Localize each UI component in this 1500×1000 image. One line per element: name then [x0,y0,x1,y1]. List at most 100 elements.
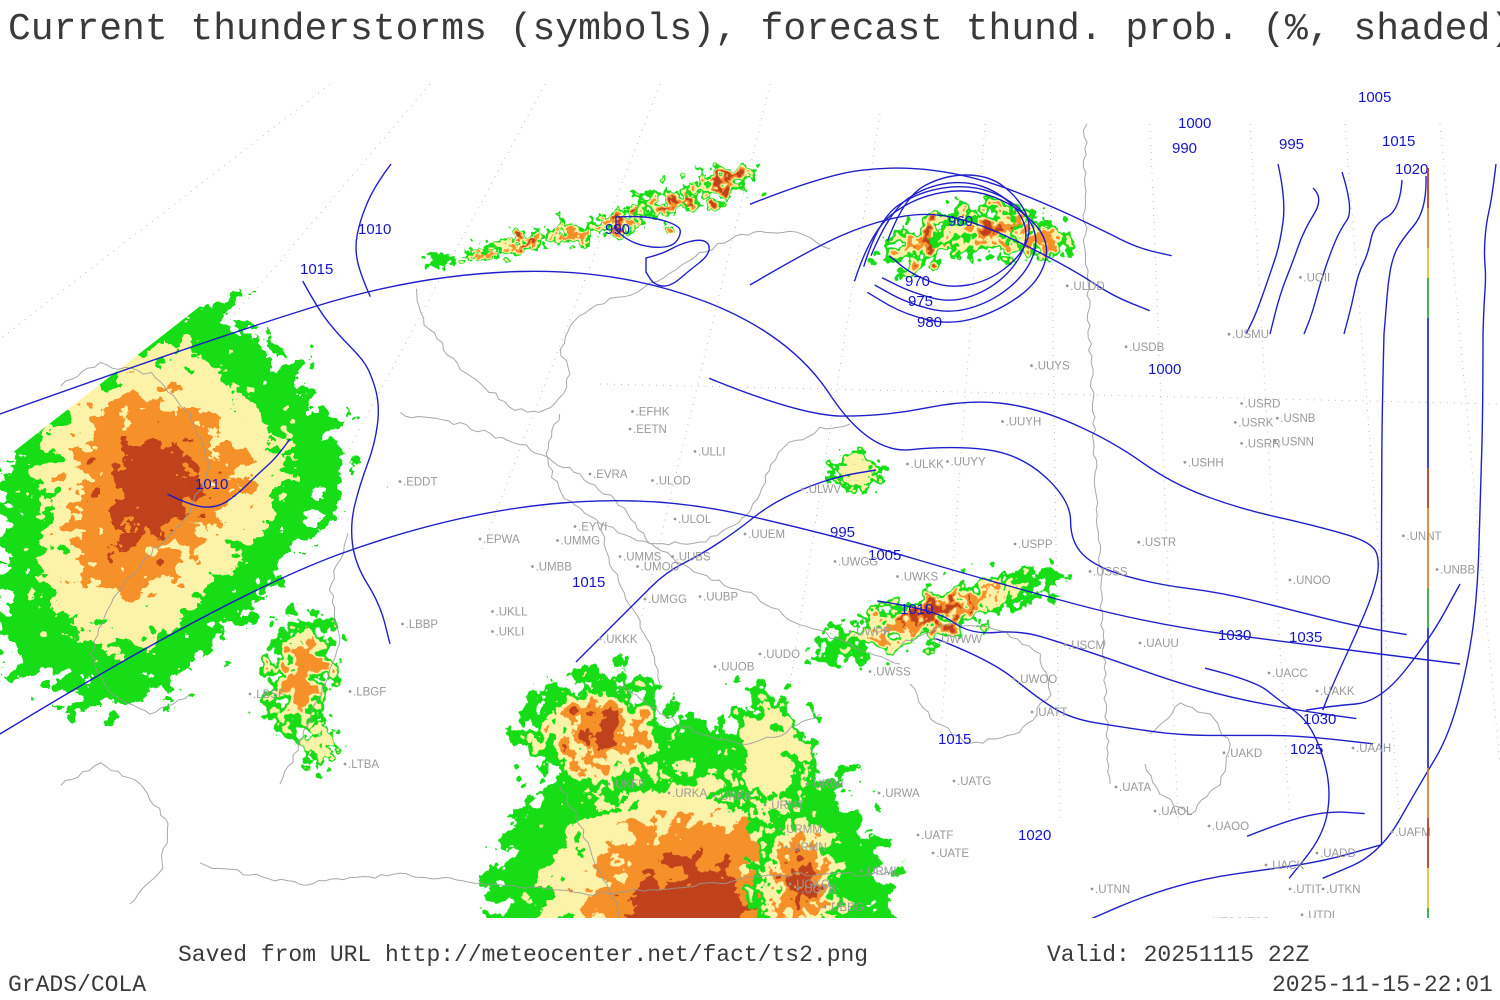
svg-text:.EETN: .EETN [633,424,667,436]
svg-text:.LBBP: .LBBP [406,619,439,631]
svg-text:.UATF: .UATF [921,830,953,842]
svg-text:.EVRA: .EVRA [593,469,628,481]
svg-text:975: 975 [908,293,933,310]
svg-text:.UNBB: .UNBB [1440,565,1475,577]
svg-text:1035: 1035 [1289,629,1322,646]
svg-text:.URMT: .URMT [768,800,804,812]
svg-text:1020: 1020 [1018,827,1051,844]
svg-text:.USDB: .USDB [1129,342,1164,354]
svg-text:.UWOO: .UWOO [1017,674,1057,686]
svg-text:.UTIT: .UTIT [1293,884,1322,896]
svg-text:.USCM: .USCM [1068,640,1105,652]
svg-text:.UTNN: .UTNN [1095,884,1130,896]
svg-text:.ULOD: .ULOD [656,476,691,488]
svg-text:.UAOL: .UAOL [1158,806,1193,818]
svg-text:.EPWA: .EPWA [483,534,520,546]
svg-text:.UWWW: .UWWW [938,634,982,646]
svg-text:1030: 1030 [1303,711,1336,728]
svg-text:.UAOO: .UAOO [1212,821,1249,833]
svg-text:.USSS: .USSS [1093,567,1128,579]
svg-text:.UMOO: .UMOO [641,562,680,574]
svg-text:.UGKO: .UGKO [793,879,830,891]
svg-text:.UOII: .UOII [1303,272,1330,284]
svg-text:.UTSS: .UTSS [1236,917,1270,918]
svg-text:.UATG: .UATG [957,776,991,788]
svg-text:.ULWV: .ULWV [806,484,842,496]
svg-text:995: 995 [830,524,855,541]
svg-text:.UUYS: .UUYS [1035,361,1070,373]
svg-text:.USRK: .USRK [1238,417,1273,429]
svg-text:.UWGG: .UWGG [838,557,878,569]
svg-text:1020: 1020 [1395,161,1428,178]
svg-text:.ULKK: .ULKK [911,459,945,471]
svg-text:.LBSF: .LBSF [253,689,285,701]
svg-text:.UUYY: .UUYY [951,457,986,469]
svg-text:.UKLL: .UKLL [496,607,529,619]
svg-text:.USNB: .USNB [1280,413,1315,425]
svg-text:.URMN: .URMN [789,842,827,854]
svg-text:.ULLI: .ULLI [698,447,726,459]
svg-text:1015: 1015 [572,574,605,591]
svg-text:.UAKD: .UAKD [1227,748,1262,760]
svg-text:.UKLI: .UKLI [496,627,525,639]
svg-text:.UUBP: .UUBP [703,592,738,604]
svg-text:.USMU: .USMU [1232,329,1269,341]
svg-text:.UWPR: .UWPR [853,627,891,639]
svg-text:.ULOL: .ULOL [678,514,712,526]
svg-text:995: 995 [1279,136,1304,153]
svg-text:990: 990 [1172,140,1197,157]
svg-text:1015: 1015 [300,261,333,278]
svg-text:.UWKS: .UWKS [901,572,939,584]
svg-text:.UNNT: .UNNT [1406,531,1441,543]
svg-text:1030: 1030 [1218,627,1251,644]
svg-text:1015: 1015 [938,731,971,748]
svg-text:.UMMG: .UMMG [561,536,601,548]
svg-text:.UNOO: .UNOO [1293,575,1331,587]
svg-text:.UACC: .UACC [1272,668,1308,680]
svg-text:1005: 1005 [1358,89,1391,106]
svg-text:.UATT: .UATT [1035,707,1067,719]
svg-text:.URWA: .URWA [882,788,920,800]
svg-text:.UWSS: .UWSS [873,667,911,679]
svg-text:.EYVI: .EYVI [578,522,607,534]
svg-text:.UUEM: .UUEM [748,529,785,541]
svg-text:.ULDD: .ULDD [1070,281,1105,293]
svg-text:.USRD: .USRD [1245,399,1281,411]
svg-text:1010: 1010 [358,221,391,238]
svg-text:.URWI: .URWI [810,779,844,791]
svg-text:.UAKK: .UAKK [1320,686,1355,698]
svg-text:.LBGF: .LBGF [353,687,386,699]
svg-text:.UUDO: .UUDO [763,649,800,661]
svg-text:.UACK: .UACK [1269,860,1304,872]
svg-text:.UUOB: .UUOB [718,662,755,674]
svg-text:.UUYH: .UUYH [1006,417,1042,429]
svg-text:980: 980 [917,314,942,331]
svg-text:.UBBG: .UBBG [828,902,864,914]
svg-text:.USHH: .USHH [1188,457,1224,469]
svg-text:.UKFF: .UKFF [612,779,645,791]
svg-text:.EDDT: .EDDT [403,477,438,489]
svg-text:1000: 1000 [1148,361,1181,378]
svg-text:.UAAH: .UAAH [1356,743,1391,755]
svg-text:1015: 1015 [1382,133,1415,150]
svg-text:.UKKK: .UKKK [603,634,638,646]
svg-text:.EFHK: .EFHK [636,407,670,419]
svg-text:.USNN: .USNN [1278,436,1314,448]
svg-text:.URML: .URML [864,866,900,878]
svg-text:.LTBA: .LTBA [348,759,379,771]
svg-text:.UADD: .UADD [1320,848,1356,860]
svg-text:.URMM: .URMM [783,824,822,836]
svg-text:1010: 1010 [900,601,933,618]
svg-text:.USPP: .USPP [1018,539,1053,551]
svg-text:960: 960 [948,213,973,230]
svg-text:.UATA: .UATA [1119,782,1151,794]
svg-text:.UTDL: .UTDL [1305,910,1339,918]
svg-text:.UMBB: .UMBB [536,562,573,574]
svg-text:.UATE: .UATE [936,848,969,860]
svg-text:1000: 1000 [1178,115,1211,132]
svg-text:990: 990 [605,221,630,238]
svg-text:.UTKN: .UTKN [1326,884,1361,896]
svg-text:.UAFM: .UAFM [1395,827,1431,839]
svg-text:.UUBS: .UUBS [676,552,711,564]
svg-text:.UMGG: .UMGG [648,594,687,606]
